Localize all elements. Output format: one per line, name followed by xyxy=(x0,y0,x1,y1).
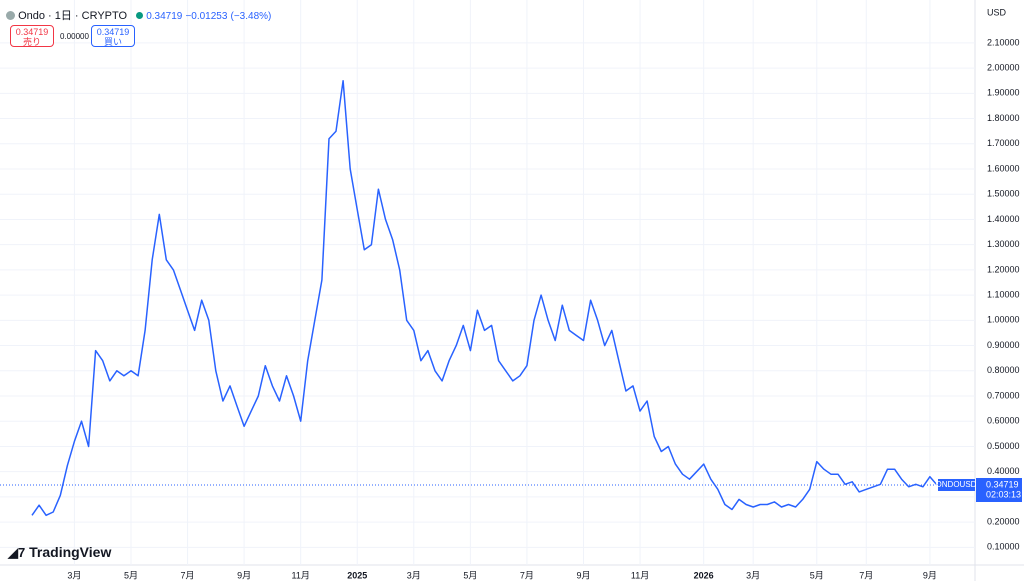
x-tick-label: 5月 xyxy=(124,570,138,580)
sell-button[interactable]: 0.34719 売り xyxy=(10,25,54,47)
y-tick-label: 0.60000 xyxy=(987,416,1020,426)
price-line xyxy=(31,79,938,517)
brand[interactable]: ◢7 TradingView xyxy=(8,544,111,561)
y-tick-label: 1.30000 xyxy=(987,239,1020,249)
y-tick-label: 1.70000 xyxy=(987,138,1020,148)
price-tag-countdown: 02:03:13 xyxy=(986,489,1021,499)
y-tick-label: 0.20000 xyxy=(987,516,1020,526)
x-tick-label: 9月 xyxy=(237,570,251,580)
symbol-tag-text: ONDOUSD xyxy=(936,480,977,489)
y-tick-label: 1.80000 xyxy=(987,113,1020,123)
x-tick-label: 9月 xyxy=(923,570,937,580)
sell-label: 売り xyxy=(22,37,41,47)
y-tick-label: 2.10000 xyxy=(987,37,1020,47)
x-tick-label: 11月 xyxy=(631,570,649,580)
x-tick-label: 2026 xyxy=(694,570,714,580)
header: Ondo · 1日 · CRYPTO 0.34719 −0.01253 (−3.… xyxy=(6,7,271,23)
status-dot xyxy=(136,12,144,19)
symbol-icon xyxy=(6,11,15,20)
buy-label: 買い xyxy=(103,37,122,47)
y-tick-label: 1.20000 xyxy=(987,264,1020,274)
symbol[interactable]: Ondo · 1日 · CRYPTO xyxy=(18,10,128,22)
x-tick-label: 11月 xyxy=(292,570,310,580)
brand-text: TradingView xyxy=(29,544,112,560)
change: −0.01253 xyxy=(185,11,228,22)
x-tick-label: 3月 xyxy=(746,570,760,580)
price: 0.34719 xyxy=(146,11,183,22)
brand-logo: ◢7 xyxy=(8,545,26,560)
sell-price: 0.34719 xyxy=(15,27,49,37)
price-tag-value: 0.34719 xyxy=(986,479,1019,489)
x-tick-label: 3月 xyxy=(67,570,81,580)
x-tick-label: 7月 xyxy=(520,570,534,580)
change-pct: (−3.48%) xyxy=(230,11,272,22)
x-tick-label: 2025 xyxy=(347,570,367,580)
y-tick-label: 0.40000 xyxy=(987,466,1020,476)
x-tick-label: 7月 xyxy=(859,570,873,580)
x-tick-label: 5月 xyxy=(810,570,824,580)
y-tick-label: 1.00000 xyxy=(987,315,1020,325)
y-tick-label: 1.60000 xyxy=(987,163,1020,173)
x-tick-label: 9月 xyxy=(576,570,590,580)
y-tick-label: 1.90000 xyxy=(987,88,1020,98)
buy-button[interactable]: 0.34719 買い xyxy=(91,25,135,47)
symbol-tag xyxy=(938,478,975,491)
y-tick-label: 0.70000 xyxy=(987,390,1020,400)
x-tick-label: 3月 xyxy=(407,570,421,580)
y-tick-label: 0.10000 xyxy=(987,542,1020,552)
y-tick-label: 1.10000 xyxy=(987,289,1020,299)
currency: USD xyxy=(987,7,1007,17)
price-tag xyxy=(976,477,1022,502)
spread: 0.00000 xyxy=(60,32,89,41)
y-tick-label: 0.90000 xyxy=(987,340,1020,350)
x-tick-label: 5月 xyxy=(463,570,477,580)
x-tick-label: 7月 xyxy=(181,570,195,580)
y-tick-label: 0.80000 xyxy=(987,365,1020,375)
buy-price: 0.34719 xyxy=(96,27,130,37)
y-tick-label: 1.50000 xyxy=(987,189,1020,199)
y-tick-label: 0.50000 xyxy=(987,441,1020,451)
y-tick-label: 1.40000 xyxy=(987,214,1020,224)
grid xyxy=(0,0,975,565)
y-tick-label: 2.00000 xyxy=(987,62,1020,72)
